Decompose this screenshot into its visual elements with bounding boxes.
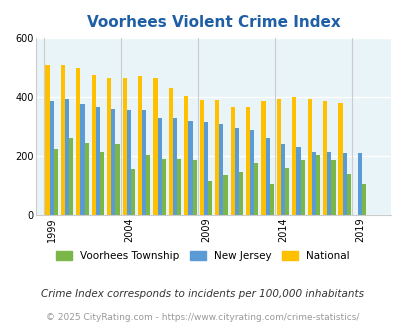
- Bar: [230, 107, 234, 215]
- Bar: [300, 160, 304, 215]
- Bar: [338, 103, 342, 215]
- Bar: [192, 160, 196, 215]
- Bar: [84, 143, 89, 215]
- Bar: [65, 99, 69, 215]
- Bar: [199, 100, 203, 215]
- Bar: [311, 151, 315, 215]
- Bar: [223, 175, 227, 215]
- Bar: [357, 153, 361, 215]
- Bar: [346, 174, 350, 215]
- Bar: [80, 104, 84, 215]
- Bar: [361, 184, 365, 215]
- Bar: [296, 147, 300, 215]
- Bar: [276, 99, 280, 215]
- Bar: [61, 65, 65, 215]
- Bar: [45, 65, 49, 215]
- Bar: [111, 109, 115, 215]
- Bar: [122, 78, 126, 215]
- Bar: [142, 110, 146, 215]
- Bar: [238, 172, 243, 215]
- Text: © 2025 CityRating.com - https://www.cityrating.com/crime-statistics/: © 2025 CityRating.com - https://www.city…: [46, 313, 359, 322]
- Bar: [107, 78, 111, 215]
- Bar: [188, 121, 192, 215]
- Bar: [326, 151, 330, 215]
- Bar: [161, 159, 166, 215]
- Bar: [177, 159, 181, 215]
- Bar: [115, 144, 119, 215]
- Bar: [69, 138, 73, 215]
- Bar: [322, 102, 326, 215]
- Bar: [153, 78, 157, 215]
- Bar: [284, 168, 289, 215]
- Bar: [265, 138, 269, 215]
- Text: Crime Index corresponds to incidents per 100,000 inhabitants: Crime Index corresponds to incidents per…: [41, 289, 364, 299]
- Bar: [234, 128, 238, 215]
- Bar: [249, 129, 254, 215]
- Bar: [269, 184, 273, 215]
- Title: Voorhees Violent Crime Index: Voorhees Violent Crime Index: [87, 15, 340, 30]
- Bar: [157, 118, 161, 215]
- Bar: [53, 148, 58, 215]
- Bar: [330, 160, 335, 215]
- Bar: [207, 181, 212, 215]
- Bar: [168, 88, 173, 215]
- Bar: [126, 110, 130, 215]
- Bar: [76, 68, 80, 215]
- Bar: [342, 153, 346, 215]
- Bar: [173, 118, 177, 215]
- Bar: [100, 151, 104, 215]
- Bar: [219, 124, 223, 215]
- Bar: [292, 97, 296, 215]
- Bar: [203, 122, 207, 215]
- Bar: [96, 107, 100, 215]
- Bar: [184, 96, 188, 215]
- Legend: Voorhees Township, New Jersey, National: Voorhees Township, New Jersey, National: [52, 247, 353, 265]
- Bar: [146, 154, 150, 215]
- Bar: [315, 154, 320, 215]
- Bar: [254, 163, 258, 215]
- Bar: [92, 75, 96, 215]
- Bar: [307, 99, 311, 215]
- Bar: [245, 107, 249, 215]
- Bar: [280, 144, 284, 215]
- Bar: [49, 102, 53, 215]
- Bar: [138, 77, 142, 215]
- Bar: [130, 169, 135, 215]
- Bar: [261, 102, 265, 215]
- Bar: [215, 100, 219, 215]
